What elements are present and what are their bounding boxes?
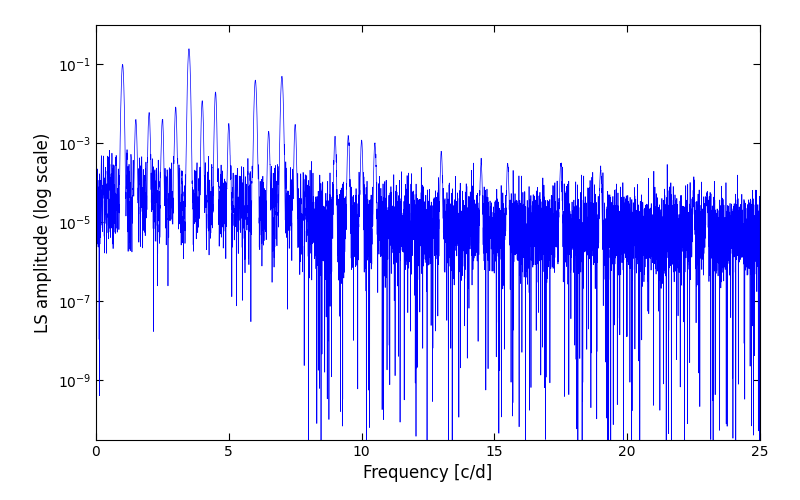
- X-axis label: Frequency [c/d]: Frequency [c/d]: [363, 464, 493, 482]
- Y-axis label: LS amplitude (log scale): LS amplitude (log scale): [34, 132, 52, 332]
